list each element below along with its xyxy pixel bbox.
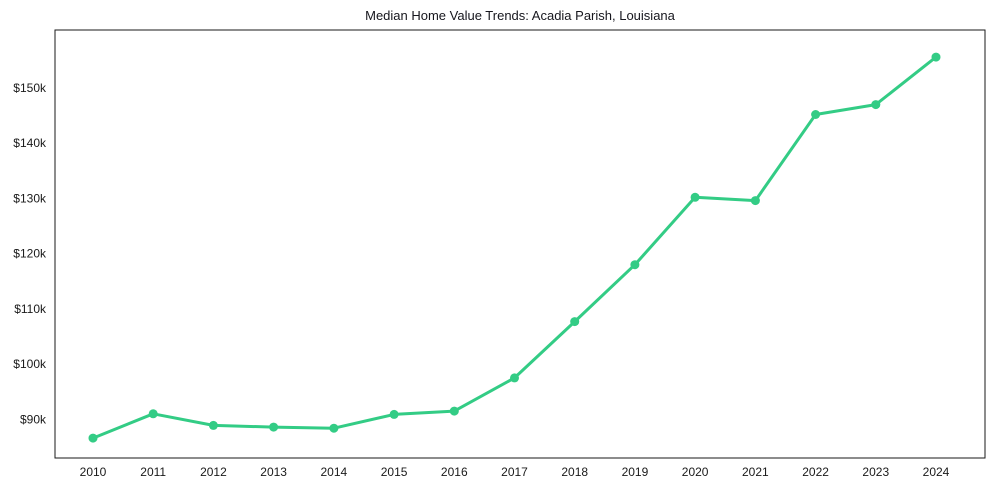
x-tick-label: 2010: [80, 465, 107, 479]
data-point: [570, 317, 580, 327]
data-point: [269, 422, 279, 432]
chart-title: Median Home Value Trends: Acadia Parish,…: [365, 8, 675, 23]
x-tick-label: 2016: [441, 465, 468, 479]
data-point: [329, 423, 339, 433]
x-tick-label: 2014: [321, 465, 348, 479]
x-tick-label: 2020: [682, 465, 709, 479]
y-tick-label: $100k: [13, 357, 47, 371]
data-point: [389, 409, 399, 419]
y-tick-label: $120k: [13, 247, 47, 261]
x-tick-label: 2019: [622, 465, 649, 479]
data-point: [510, 373, 519, 383]
plot-border: [54, 29, 986, 459]
x-tick-label: 2011: [140, 465, 166, 479]
data-point: [88, 433, 98, 443]
x-tick-label: 2015: [381, 465, 408, 479]
data-point: [690, 192, 700, 202]
data-point: [208, 420, 218, 430]
x-tick-label: 2022: [802, 465, 829, 479]
y-tick-label: $150k: [13, 81, 47, 95]
data-point: [630, 260, 640, 270]
x-tick-label: 2018: [561, 465, 588, 479]
data-point: [750, 196, 760, 206]
y-tick-label: $90k: [20, 412, 47, 426]
x-tick-label: 2023: [862, 465, 889, 479]
x-tick-label: 2021: [742, 465, 769, 479]
x-tick-label: 2024: [923, 465, 950, 479]
x-tick-label: 2012: [200, 465, 227, 479]
data-point: [449, 406, 459, 416]
data-point: [871, 100, 881, 110]
x-tick-label: 2017: [501, 465, 528, 479]
y-tick-label: $130k: [13, 191, 47, 205]
y-tick-label: $140k: [13, 136, 47, 150]
data-point: [811, 110, 821, 119]
y-tick-label: $110k: [14, 302, 47, 316]
data-point: [931, 52, 941, 62]
data-point: [148, 409, 158, 419]
x-tick-label: 2013: [260, 465, 287, 479]
